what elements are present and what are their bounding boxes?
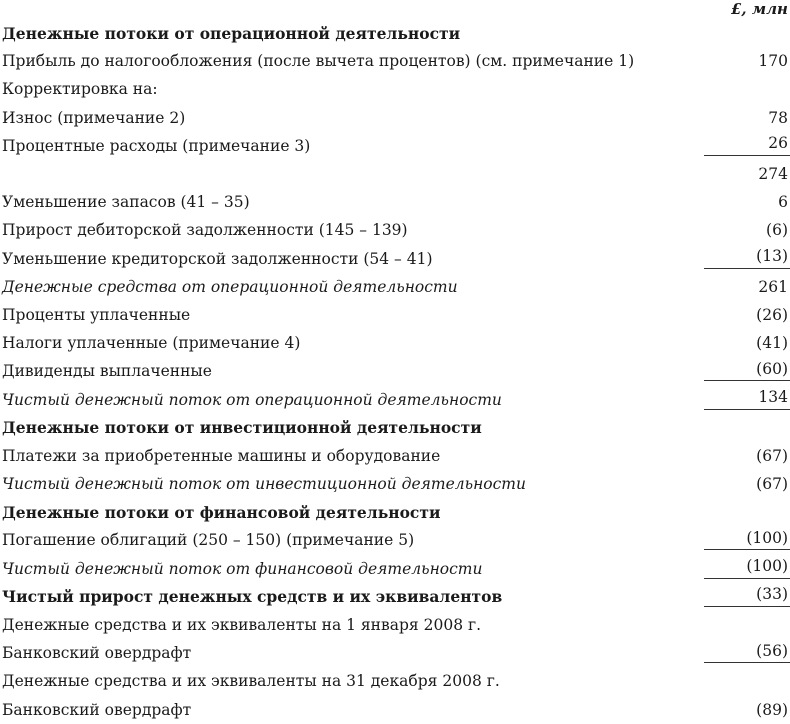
row-value: (6) xyxy=(766,221,788,240)
table-row: Износ (примечание 2) 78 xyxy=(0,104,790,132)
table-row: Денежные потоки от финансовой деятельнос… xyxy=(0,498,790,526)
row-value xyxy=(704,667,790,695)
row-value xyxy=(704,19,790,47)
row-value: (89) xyxy=(756,700,788,719)
table-row: Прибыль до налогообложения (после вычета… xyxy=(0,47,790,75)
table-row: Налоги уплаченные (примечание 4) (41) xyxy=(0,329,790,357)
row-label: Платежи за приобретенные машины и оборуд… xyxy=(2,446,441,465)
row-value: 134 xyxy=(704,386,790,410)
row-value xyxy=(704,611,790,639)
table-row: Денежные средства и их эквиваленты на 31… xyxy=(0,667,790,695)
table-row: Дивиденды выплаченные (60) xyxy=(0,357,790,385)
table-row: Банковский овердрафт (89) xyxy=(0,696,790,724)
row-value: (100) xyxy=(704,555,790,579)
table-row: Банковский овердрафт (56) xyxy=(0,639,790,667)
row-value: 170 xyxy=(758,52,788,71)
unit-header: £, млн xyxy=(730,0,788,18)
table-row: Денежные потоки от инвестиционной деятел… xyxy=(0,414,790,442)
row-value: (41) xyxy=(756,334,788,353)
row-value: (67) xyxy=(756,475,788,494)
row-value: 261 xyxy=(758,277,788,296)
table-row: Денежные средства и их эквиваленты на 1 … xyxy=(0,611,790,639)
row-label: Денежные потоки от инвестиционной деятел… xyxy=(2,418,482,438)
row-label: Денежные средства от операционной деятел… xyxy=(2,277,458,296)
row-label: Дивиденды выплаченные xyxy=(2,362,212,381)
cash-flow-table: Денежные потоки от операционной деятельн… xyxy=(0,19,790,724)
row-label: Налоги уплаченные (примечание 4) xyxy=(2,334,301,353)
row-label: Процентные расходы (примечание 3) xyxy=(2,136,311,155)
row-value: (13) xyxy=(704,245,790,269)
table-row: Уменьшение кредиторской задолженности (5… xyxy=(0,245,790,273)
row-label: Чистый денежный поток от финансовой деят… xyxy=(2,559,483,578)
table-row: Платежи за приобретенные машины и оборуд… xyxy=(0,442,790,470)
row-label: Банковский овердрафт xyxy=(2,644,192,663)
row-label: Чистый денежный поток от инвестиционной … xyxy=(2,475,526,494)
table-row: 274 xyxy=(0,160,790,188)
row-label: Проценты уплаченные xyxy=(2,305,191,324)
table-row: Денежные средства от операционной деятел… xyxy=(0,273,790,301)
table-row: Прирост дебиторской задолженности (145 –… xyxy=(0,216,790,244)
table-header: £, млн xyxy=(0,0,790,19)
row-value: (67) xyxy=(756,446,788,465)
table-row: Чистый денежный поток от финансовой деят… xyxy=(0,555,790,583)
row-value xyxy=(704,75,790,103)
table-row: Чистый прирост денежных средств и их экв… xyxy=(0,583,790,611)
row-label: Погашение облигаций (250 – 150) (примеча… xyxy=(2,531,415,550)
row-label: Корректировка на: xyxy=(2,80,158,99)
table-row: Корректировка на: xyxy=(0,75,790,103)
row-value xyxy=(704,498,790,526)
row-label: Банковский овердрафт xyxy=(2,700,192,719)
row-label: Денежные средства и их эквиваленты на 1 … xyxy=(2,616,482,635)
row-label: Денежные потоки от операционной деятельн… xyxy=(2,23,461,43)
table-row: Денежные потоки от операционной деятельн… xyxy=(0,19,790,47)
row-value: 6 xyxy=(778,193,788,212)
row-value: 274 xyxy=(758,165,788,184)
row-value: (60) xyxy=(704,357,790,382)
row-label: Чистый денежный поток от операционной де… xyxy=(2,390,502,409)
table-row: Проценты уплаченные (26) xyxy=(0,301,790,329)
table-row: Погашение облигаций (250 – 150) (примеча… xyxy=(0,526,790,554)
table-row: Процентные расходы (примечание 3) 26 xyxy=(0,132,790,160)
row-value: 26 xyxy=(704,132,790,156)
row-label: Денежные средства и их эквиваленты на 31… xyxy=(2,672,500,691)
row-value: (100) xyxy=(704,526,790,551)
row-value: (33) xyxy=(704,583,790,607)
row-value: (56) xyxy=(704,639,790,664)
row-label: Износ (примечание 2) xyxy=(2,108,186,127)
row-label: Чистый прирост денежных средств и их экв… xyxy=(2,587,503,607)
row-label: Уменьшение запасов (41 – 35) xyxy=(2,193,250,212)
row-label: Прибыль до налогообложения (после вычета… xyxy=(2,52,635,71)
row-label: Денежные потоки от финансовой деятельнос… xyxy=(2,502,441,522)
row-label: Уменьшение кредиторской задолженности (5… xyxy=(2,249,433,268)
row-value xyxy=(704,414,790,442)
table-row: Чистый денежный поток от инвестиционной … xyxy=(0,470,790,498)
row-label: Прирост дебиторской задолженности (145 –… xyxy=(2,221,408,240)
table-row: Уменьшение запасов (41 – 35) 6 xyxy=(0,188,790,216)
table-row: Чистый денежный поток от операционной де… xyxy=(0,385,790,413)
row-value: (26) xyxy=(756,305,788,324)
row-value: 78 xyxy=(768,108,788,127)
